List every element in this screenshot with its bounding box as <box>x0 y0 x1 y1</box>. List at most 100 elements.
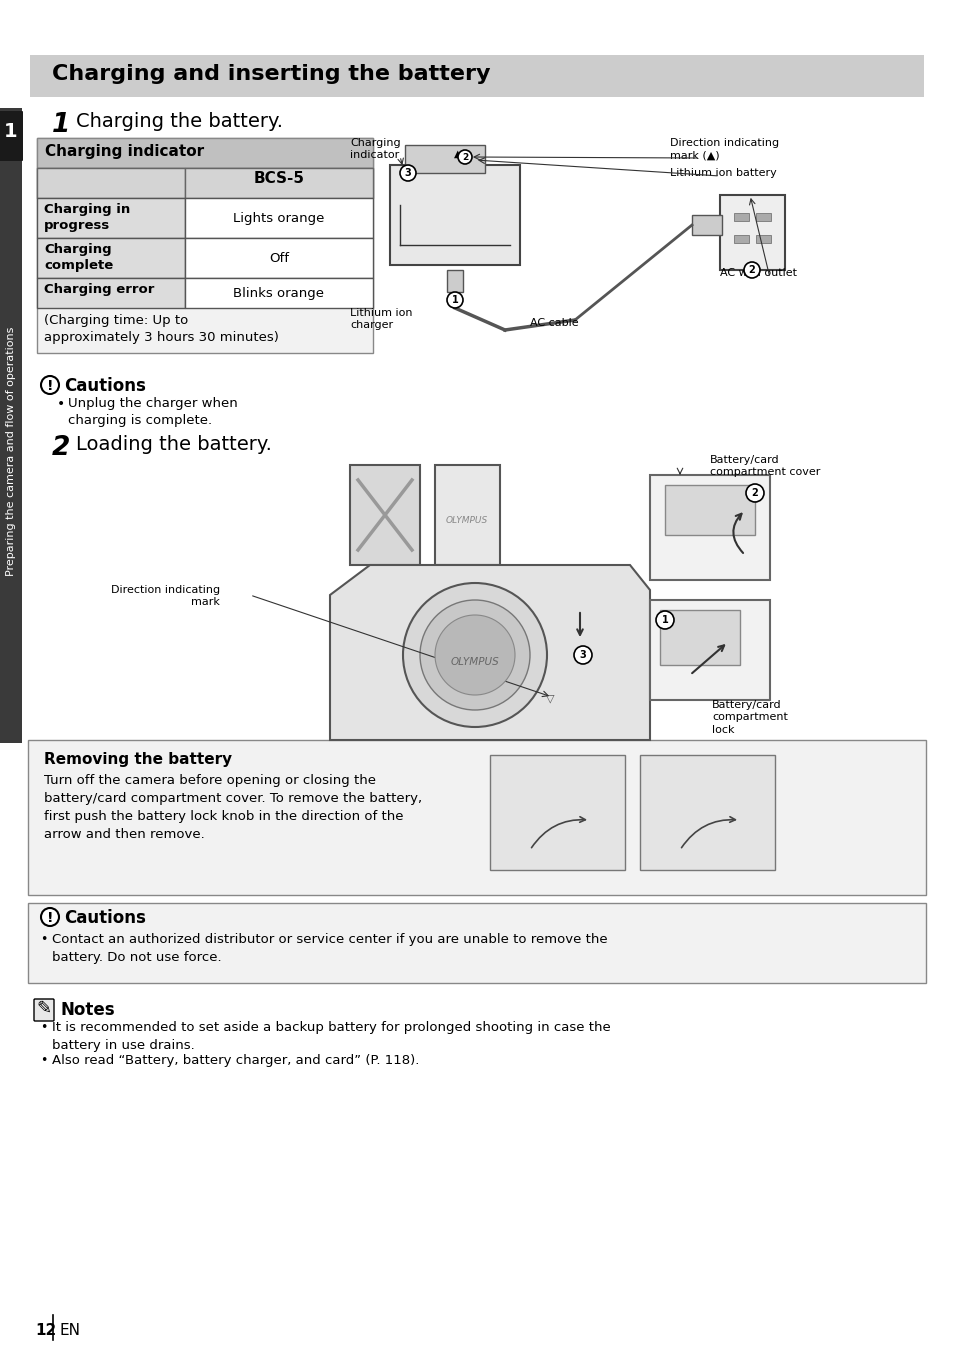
Bar <box>435 465 499 565</box>
Text: OLYMPUS: OLYMPUS <box>445 516 488 525</box>
Text: ▽: ▽ <box>545 693 554 703</box>
Bar <box>350 465 419 565</box>
Text: 3: 3 <box>404 168 411 178</box>
Text: Direction indicating
mark: Direction indicating mark <box>111 585 220 608</box>
Text: Charging
indicator: Charging indicator <box>350 138 400 160</box>
Text: •: • <box>57 398 65 411</box>
Circle shape <box>41 376 59 394</box>
Bar <box>37 237 185 278</box>
Bar <box>390 166 519 265</box>
Bar <box>691 214 721 235</box>
Text: •: • <box>40 1054 48 1067</box>
Bar <box>28 902 925 982</box>
Circle shape <box>457 151 472 164</box>
Circle shape <box>435 615 515 695</box>
Bar <box>37 278 185 308</box>
Text: •: • <box>40 1020 48 1034</box>
Text: Lithium ion battery: Lithium ion battery <box>669 168 776 178</box>
Bar <box>185 278 373 308</box>
Text: 3: 3 <box>579 650 586 660</box>
Text: Also read “Battery, battery charger, and card” (P. 118).: Also read “Battery, battery charger, and… <box>52 1054 419 1067</box>
Circle shape <box>419 600 530 710</box>
Bar <box>649 475 769 579</box>
Text: Battery/card
compartment
lock: Battery/card compartment lock <box>711 700 787 734</box>
Text: 2: 2 <box>751 489 758 498</box>
Text: Blinks orange: Blinks orange <box>233 286 324 300</box>
Text: •: • <box>40 934 48 946</box>
Bar <box>447 270 462 292</box>
Bar <box>490 754 624 870</box>
Text: ✎: ✎ <box>36 1000 51 1018</box>
Text: Removing the battery: Removing the battery <box>44 752 232 767</box>
Text: Lights orange: Lights orange <box>233 212 324 224</box>
Bar <box>37 138 373 168</box>
Text: Charging indicator: Charging indicator <box>45 144 204 159</box>
Text: AC wall outlet: AC wall outlet <box>720 267 796 278</box>
Text: Off: Off <box>269 251 289 265</box>
Text: 1: 1 <box>52 113 71 138</box>
Text: Turn off the camera before opening or closing the
battery/card compartment cover: Turn off the camera before opening or cl… <box>44 773 421 841</box>
Bar <box>28 740 925 896</box>
Text: 1: 1 <box>4 122 18 141</box>
Text: BCS-5: BCS-5 <box>253 171 304 186</box>
Text: 2: 2 <box>461 153 468 161</box>
Bar <box>733 235 748 243</box>
Text: Battery/card
compartment cover: Battery/card compartment cover <box>709 455 820 478</box>
Circle shape <box>656 611 673 630</box>
Polygon shape <box>330 565 649 740</box>
Bar <box>37 138 373 353</box>
Text: Unplug the charger when
charging is complete.: Unplug the charger when charging is comp… <box>68 398 237 427</box>
Text: Charging and inserting the battery: Charging and inserting the battery <box>52 64 490 84</box>
Text: 12: 12 <box>35 1323 56 1338</box>
Bar <box>185 198 373 237</box>
Text: Charging the battery.: Charging the battery. <box>76 113 283 132</box>
Circle shape <box>743 262 760 278</box>
Text: 2: 2 <box>748 265 755 275</box>
Bar <box>649 600 769 700</box>
Bar <box>733 213 748 221</box>
Text: 1: 1 <box>661 615 668 626</box>
Circle shape <box>399 166 416 180</box>
Circle shape <box>402 584 546 727</box>
Text: 2: 2 <box>52 436 71 461</box>
FancyBboxPatch shape <box>0 111 23 161</box>
Text: Contact an authorized distributor or service center if you are unable to remove : Contact an authorized distributor or ser… <box>52 934 607 963</box>
Text: Notes: Notes <box>60 1001 114 1019</box>
Text: 1: 1 <box>451 294 457 305</box>
Text: AC cable: AC cable <box>530 318 578 328</box>
Text: (Charging time: Up to
approximately 3 hours 30 minutes): (Charging time: Up to approximately 3 ho… <box>44 313 278 345</box>
Bar <box>37 198 185 237</box>
Bar <box>37 168 373 198</box>
Bar <box>720 195 784 270</box>
Circle shape <box>574 646 592 664</box>
Bar <box>185 168 373 198</box>
Bar <box>755 235 770 243</box>
Circle shape <box>447 292 462 308</box>
Text: !: ! <box>47 911 53 925</box>
Bar <box>185 237 373 278</box>
Bar <box>639 754 774 870</box>
Text: Cautions: Cautions <box>64 909 146 927</box>
FancyBboxPatch shape <box>34 999 54 1020</box>
Bar <box>405 145 484 172</box>
Text: EN: EN <box>59 1323 80 1338</box>
Bar <box>37 168 185 198</box>
Text: Cautions: Cautions <box>64 377 146 395</box>
Text: Preparing the camera and flow of operations: Preparing the camera and flow of operati… <box>6 327 16 577</box>
Text: Charging error: Charging error <box>44 284 154 296</box>
Text: !: ! <box>47 379 53 394</box>
Bar <box>659 611 740 665</box>
Bar <box>0 109 22 744</box>
Text: Charging in
progress: Charging in progress <box>44 204 131 232</box>
Circle shape <box>41 908 59 925</box>
Bar <box>30 56 923 96</box>
Circle shape <box>745 484 763 502</box>
Text: Loading the battery.: Loading the battery. <box>76 436 272 455</box>
Text: Direction indicating
mark (▲): Direction indicating mark (▲) <box>669 138 779 160</box>
Text: OLYMPUS: OLYMPUS <box>450 657 498 668</box>
Text: Charging
complete: Charging complete <box>44 243 113 271</box>
Text: It is recommended to set aside a backup battery for prolonged shooting in case t: It is recommended to set aside a backup … <box>52 1020 610 1052</box>
Bar <box>755 213 770 221</box>
Text: Lithium ion
charger: Lithium ion charger <box>350 308 412 330</box>
Text: ▲: ▲ <box>454 149 461 159</box>
